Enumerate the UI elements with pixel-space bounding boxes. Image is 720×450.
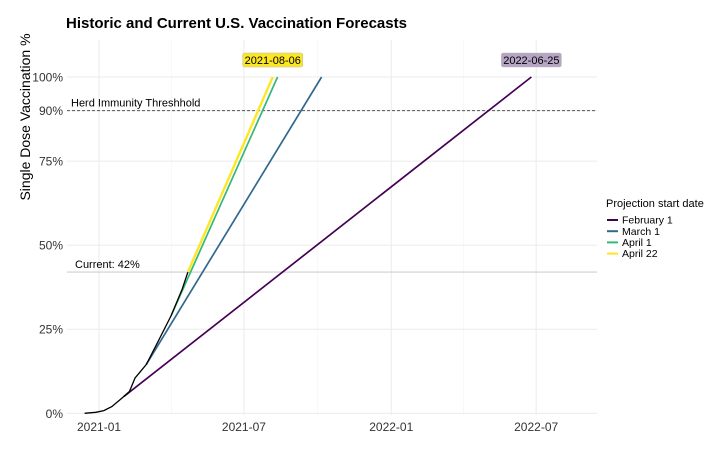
y-tick-label: 25% [39, 323, 63, 337]
series-line [145, 76, 323, 365]
date-label-text: 2022-06-25 [503, 55, 559, 67]
chart-title: Historic and Current U.S. Vaccination Fo… [66, 15, 407, 32]
historic-line [84, 271, 189, 414]
y-tick-label: 50% [39, 239, 63, 253]
legend-label: April 1 [622, 237, 652, 249]
x-tick-label: 2021-01 [77, 420, 121, 434]
y-tick-label: 0% [46, 407, 64, 421]
x-tick-label: 2022-01 [369, 420, 413, 434]
grid [67, 40, 597, 415]
legend-label: April 22 [622, 248, 658, 260]
reference-line-label: Herd Immunity Threshhold [71, 98, 200, 110]
series-line [170, 76, 279, 317]
y-tick-label: 75% [39, 155, 63, 169]
x-tick-label: 2021-07 [222, 420, 266, 434]
series-lines [84, 76, 532, 414]
y-axis-label: Single Dose Vaccination % [17, 33, 33, 200]
axes: 0% 25% 50% 75% 90% 100% 2021-01 2021-07 2022-01 2… [32, 70, 558, 434]
y-tick-label: 90% [39, 104, 63, 118]
y-tick-label: 100% [32, 70, 63, 84]
legend-label: March 1 [622, 226, 660, 238]
date-labels: 2021-08-06 2022-06-25 [242, 52, 562, 68]
date-label-text: 2021-08-06 [245, 55, 301, 67]
date-label-box [242, 52, 304, 68]
date-label-box [501, 52, 562, 68]
series-line [186, 76, 274, 273]
reference-lines: Herd Immunity Threshhold Current: 42% [67, 98, 597, 273]
legend-label: February 1 [622, 215, 673, 227]
reference-line-label: Current: 42% [75, 259, 140, 271]
x-tick-label: 2022-07 [514, 420, 558, 434]
legend-title: Projection start date [606, 198, 704, 210]
series-line [123, 76, 532, 398]
